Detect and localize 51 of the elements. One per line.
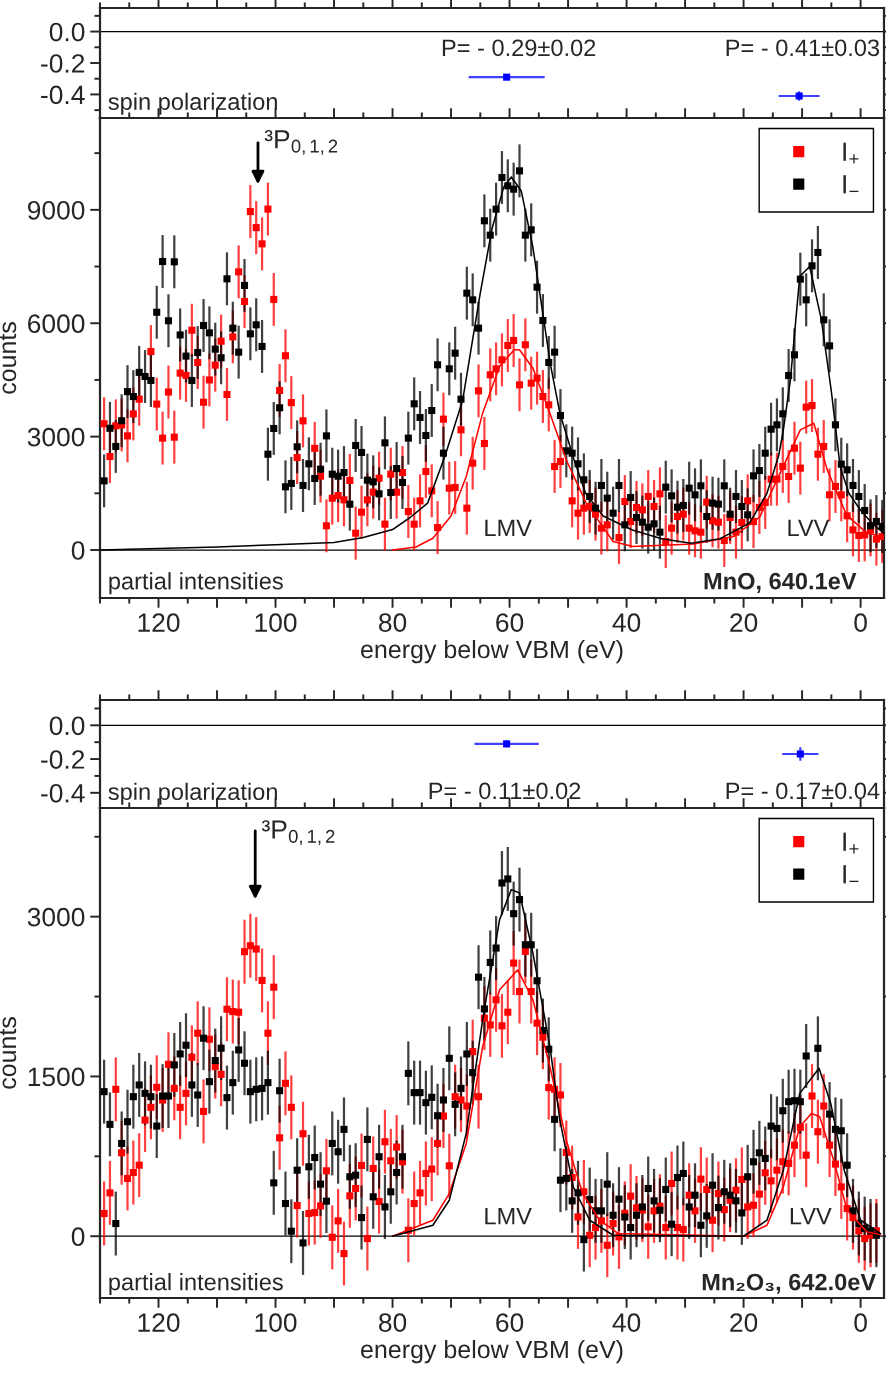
x-tick-label: 120 [138,1313,180,1332]
annotation: LMV [485,1207,532,1225]
x-tick-label: 20 [730,613,758,632]
x-tick-label: 40 [612,1313,641,1332]
x-axis-title: energy below VBM (eV) [361,1339,623,1364]
annotation: partial intensities [109,572,283,595]
annotation: spin polarization [108,782,277,805]
y-tick-label: 3000 [27,427,85,447]
annotation: MnO, 640.1eV [704,572,857,593]
annotation: P= - 0.11±0.02 [429,782,581,800]
x-tick-label: 0 [854,613,867,632]
annotation: ³P$_{0,1,2}$ [261,820,335,846]
y-tick-label: -0.2 [41,750,85,769]
x-tick-label: 80 [379,1313,407,1332]
legend-label: I$_{+}$ [843,832,859,854]
x-tick-label: 100 [255,613,297,632]
annotation: LMV [485,519,532,536]
x-tick-label: 120 [138,613,180,632]
y-tick-label: 6000 [28,314,85,334]
x-tick-label: 80 [379,613,407,632]
legend-label: I$_{−}$ [843,865,859,884]
annotation: P= - 0.17±0.04 [726,782,880,800]
annotation: P= - 0.29±0.02 [442,39,596,57]
annotation: ³P$_{0,1,2}$ [264,130,338,155]
x-tick-label: 0 [854,1313,867,1332]
x-tick-label: 20 [730,1313,758,1332]
x-tick-label: 40 [612,613,641,632]
annotation: Mn₂O₃, 642.0eV [702,1273,877,1294]
y-axis-title: counts [0,1017,17,1089]
legend-label: I$_{+}$ [843,142,859,164]
legend-label: I$_{−}$ [843,175,859,194]
y-tick-label: -0.4 [41,85,85,105]
x-axis-title: energy below VBM (eV) [361,639,623,664]
y-tick-label: 1500 [28,1067,85,1087]
annotation: LVV [790,1207,832,1225]
y-tick-label: 9000 [27,200,85,220]
y-tick-label: 0.0 [49,716,85,736]
x-tick-label: 60 [496,1313,524,1332]
y-tick-label: 0.0 [49,22,85,42]
y-axis-title: counts [0,322,17,394]
y-tick-label: -0.4 [41,783,85,803]
y-tick-label: 3000 [27,907,85,927]
annotation: LVV [788,519,830,536]
annotation: P= - 0.41±0.03 [726,39,880,57]
annotation: partial intensities [109,1273,283,1296]
annotation: spin polarization [108,92,277,115]
y-tick-label: -0.2 [41,54,85,73]
y-tick-label: 0 [71,541,85,560]
x-tick-label: 100 [255,1313,297,1332]
x-tick-label: 60 [496,613,524,632]
y-tick-label: 0 [71,1227,85,1247]
